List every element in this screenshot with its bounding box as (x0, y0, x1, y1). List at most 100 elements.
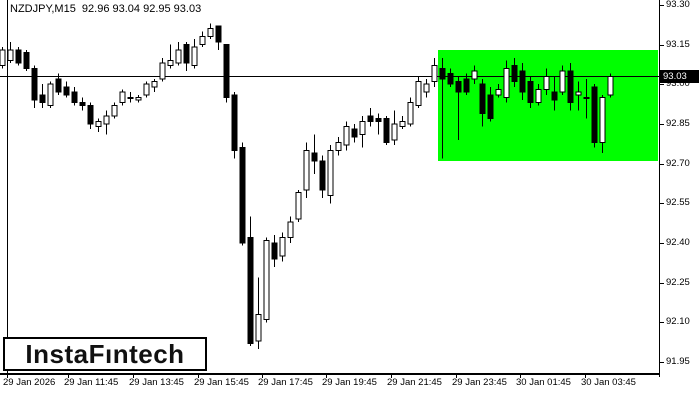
candle-body (23, 51, 30, 69)
candle-body (431, 65, 438, 83)
candle-body (495, 89, 502, 96)
candle-body (167, 59, 174, 67)
candle-body (415, 81, 422, 106)
candle-body (239, 147, 246, 244)
symbol-title: NZDJPY,M15 92.96 93.04 92.95 93.03 (10, 3, 202, 15)
candle-body (279, 237, 286, 257)
time-axis-label: 29 Jan 2026 (3, 377, 56, 388)
candle-body (255, 313, 262, 342)
candle-body (111, 104, 118, 117)
candle-body (407, 102, 414, 125)
logo-text: InstaFıntech (25, 338, 185, 369)
candle-body (7, 49, 14, 61)
candle-body (127, 96, 134, 99)
candle-body (607, 75, 614, 96)
candle-body (591, 86, 598, 143)
candle-body (87, 104, 94, 125)
candle-body (311, 152, 318, 162)
candle-body (447, 73, 454, 85)
time-axis-label: 29 Jan 23:45 (452, 377, 507, 388)
price-axis-label: 92.10 (666, 316, 690, 328)
time-axis-label: 29 Jan 15:45 (194, 377, 249, 388)
candle-body (119, 91, 126, 104)
candle-body (295, 192, 302, 220)
highlight-rectangle (438, 49, 658, 161)
candle-body (527, 81, 534, 104)
candle-body (303, 149, 310, 191)
candle-body (511, 65, 518, 83)
time-axis-label: 29 Jan 13:45 (129, 377, 184, 388)
candle-body (39, 94, 46, 104)
time-axis-label: 30 Jan 03:45 (581, 377, 636, 388)
candle-body (551, 91, 558, 101)
price-axis-label: 92.70 (666, 157, 690, 169)
time-axis-label: 29 Jan 17:45 (258, 377, 313, 388)
candle-body (471, 70, 478, 80)
candle-body (247, 237, 254, 344)
candle-body (223, 44, 230, 98)
candle-body (479, 83, 486, 114)
candle-body (207, 28, 214, 38)
candle-body (351, 128, 358, 138)
price-axis-label: 92.85 (666, 117, 690, 129)
candle-body (191, 46, 198, 67)
time-axis-label: 29 Jan 11:45 (64, 377, 119, 388)
candle-body (159, 62, 166, 80)
candle-body (327, 149, 334, 196)
candle-body (487, 94, 494, 120)
candle-body (143, 83, 150, 96)
price-axis-label: 92.25 (666, 276, 690, 288)
price-axis-label: 92.55 (666, 197, 690, 209)
candle-body (503, 67, 510, 98)
candle-body (135, 96, 142, 101)
candle-body (359, 120, 366, 135)
candle-body (319, 160, 326, 191)
candle-body (287, 221, 294, 239)
candle-body (175, 49, 182, 64)
candle-body (335, 141, 342, 151)
price-axis-label: 91.95 (666, 356, 690, 367)
time-axis-label: 30 Jan 01:45 (516, 377, 571, 388)
candle-body (151, 81, 158, 88)
time-axis-line (0, 373, 660, 375)
candle-body (63, 86, 70, 96)
candle-body (263, 239, 270, 321)
price-axis-label: 92.40 (666, 236, 690, 248)
candle-body (0, 49, 6, 67)
time-axis-label: 29 Jan 19:45 (322, 377, 377, 388)
candle-body (583, 96, 590, 99)
candle-body (271, 242, 278, 260)
candle-body (399, 120, 406, 128)
candle-body (559, 70, 566, 93)
candle-body (391, 123, 398, 141)
candle-body (455, 81, 462, 93)
candle-body (31, 67, 38, 101)
candle-body (575, 91, 582, 96)
candle-body (231, 94, 238, 151)
candle-body (71, 91, 78, 104)
candle-body (519, 70, 526, 93)
candle-body (463, 78, 470, 93)
time-axis-label: 29 Jan 21:45 (387, 377, 442, 388)
current-price-tag: 93.03 (660, 69, 699, 83)
candle-body (199, 36, 206, 46)
candle-body (15, 49, 22, 64)
candle-body (543, 75, 550, 91)
candle-body (423, 83, 430, 93)
candle-body (343, 126, 350, 146)
candle-body (95, 120, 102, 128)
candle-body (183, 44, 190, 64)
logo-watermark: InstaFıntech (3, 337, 207, 371)
candle-body (599, 96, 606, 143)
candle-body (215, 25, 222, 43)
current-price-value: 93.03 (663, 70, 687, 82)
price-axis-label: 93.15 (666, 38, 690, 50)
candle-body (47, 83, 54, 106)
candle-body (55, 78, 62, 93)
candle-body (375, 118, 382, 122)
price-axis-label: 93.00 (666, 78, 690, 90)
candle-body (439, 67, 446, 80)
candle-body (567, 70, 574, 104)
